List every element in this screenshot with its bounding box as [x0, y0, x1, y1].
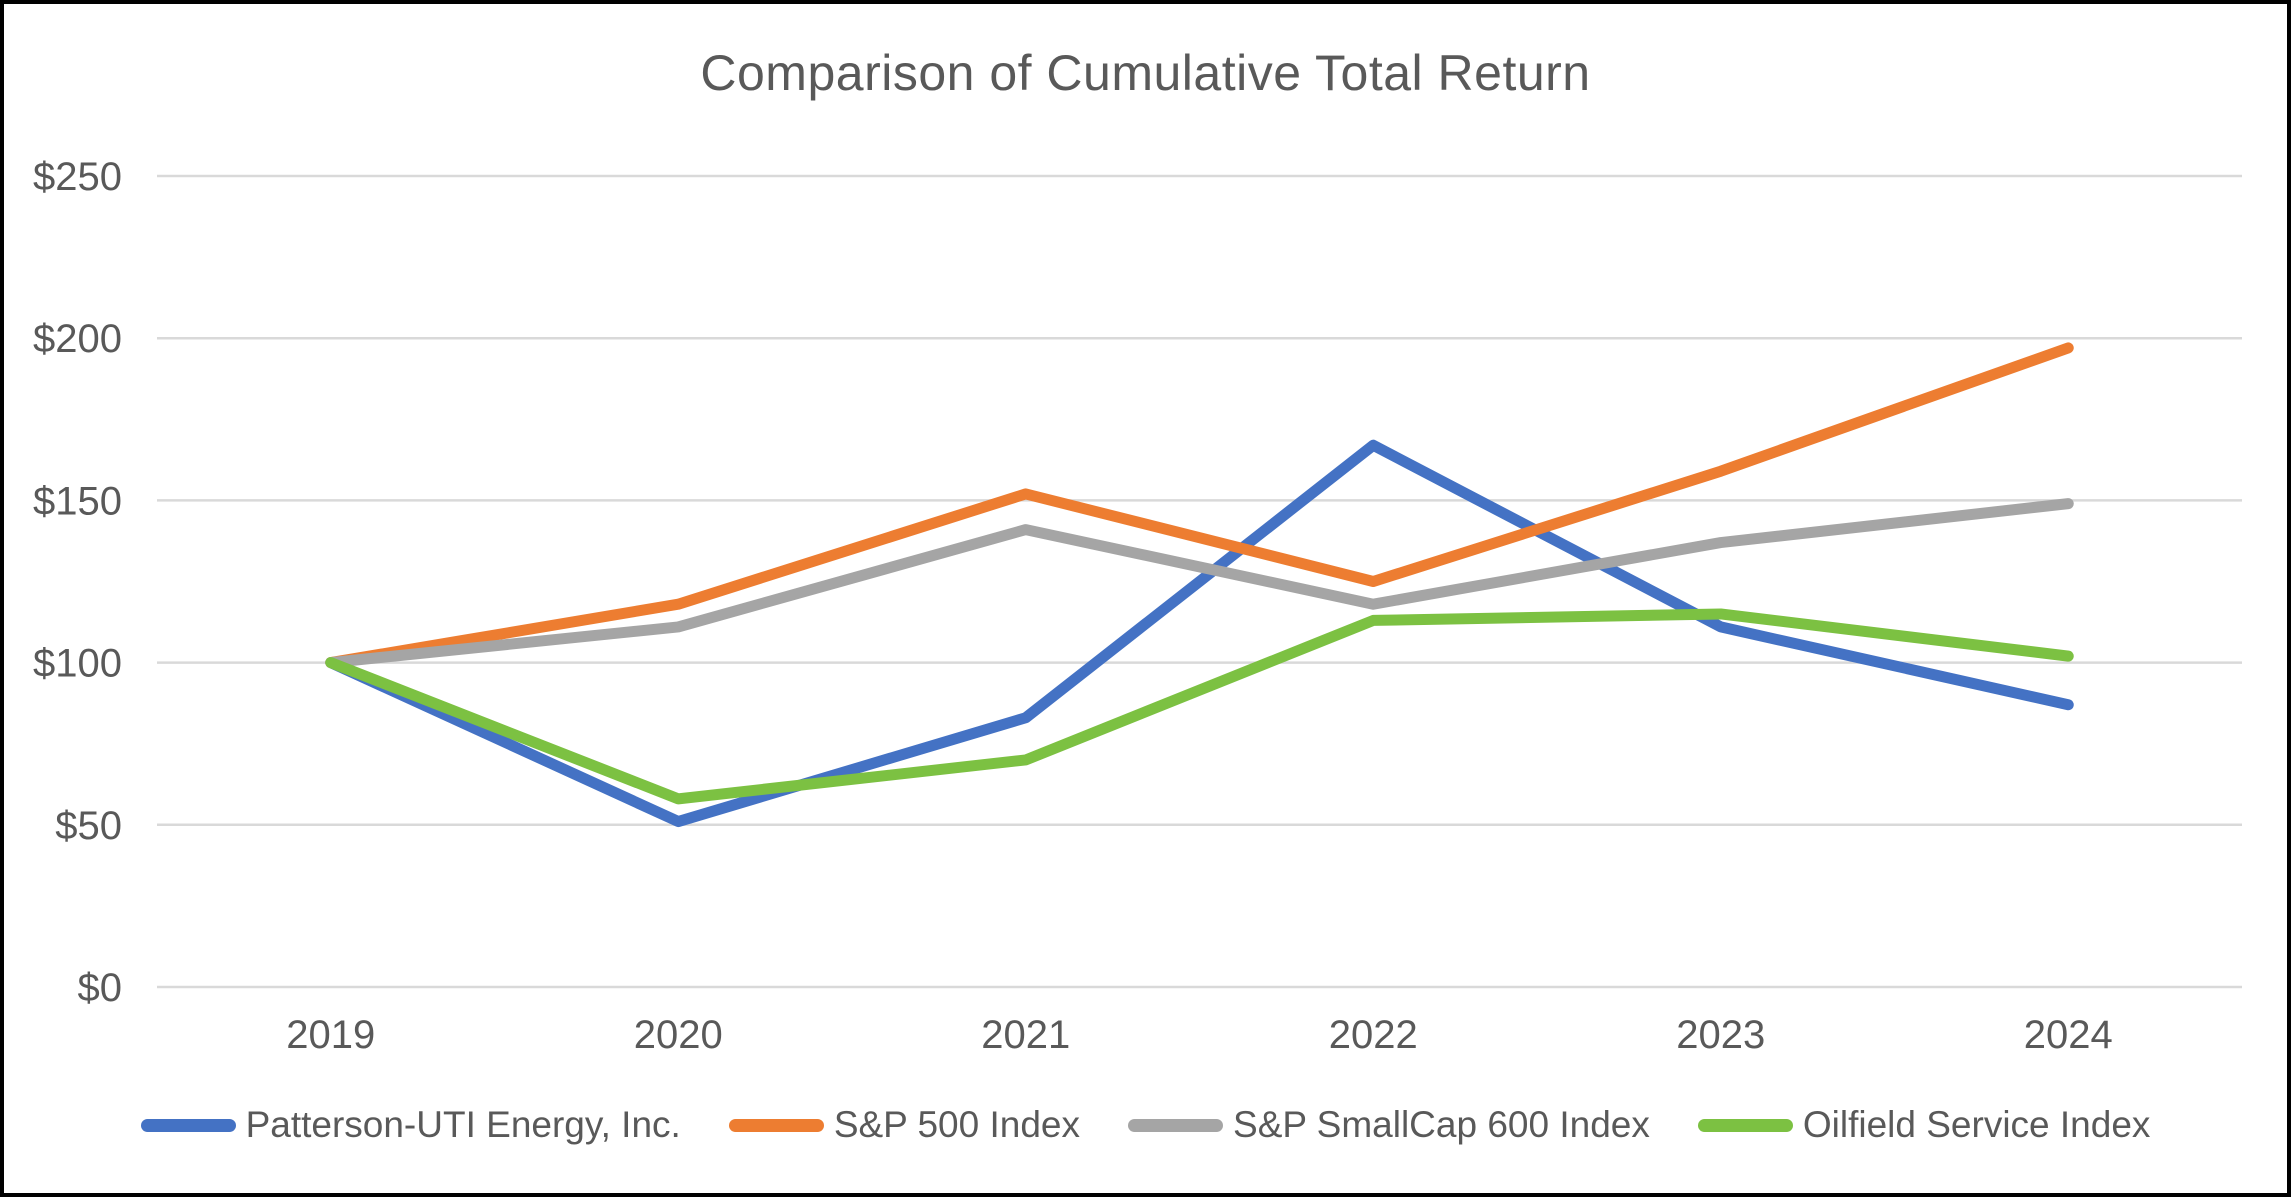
- y-axis-tick-label: $100: [33, 642, 122, 686]
- series-line-4: [325, 608, 2074, 805]
- legend-swatch: [728, 1118, 824, 1132]
- y-axis-tick-label: $0: [78, 966, 123, 1010]
- y-axis-tick-label: $250: [33, 155, 122, 199]
- y-axis-tick-label: $50: [55, 804, 122, 848]
- y-axis-tick-label: $200: [33, 317, 122, 361]
- x-axis-tick-label: 2022: [1329, 1013, 1418, 1057]
- x-axis-tick-label: 2024: [2024, 1013, 2113, 1057]
- x-axis-tick-label: 2023: [1676, 1013, 1765, 1057]
- legend-item: S&P 500 Index: [728, 1104, 1081, 1146]
- y-axis-tick-label: $150: [33, 479, 122, 523]
- chart-title: Comparison of Cumulative Total Return: [700, 45, 1591, 101]
- series-line-1: [325, 439, 2074, 828]
- legend-label: Patterson-UTI Energy, Inc.: [245, 1104, 681, 1145]
- legend-swatch: [1128, 1118, 1224, 1132]
- series-line-3: [325, 498, 2074, 669]
- legend-item: Patterson-UTI Energy, Inc.: [140, 1104, 681, 1146]
- x-axis-tick-label: 2019: [286, 1013, 375, 1057]
- line-chart-plot: $0 $50 $100 $150 $200 $250 2019 2020 2021 2022 202…: [33, 155, 2242, 1057]
- legend-label: Oilfield Service Index: [1802, 1104, 2151, 1145]
- legend-swatch: [140, 1118, 236, 1132]
- legend-item: S&P SmallCap 600 Index: [1128, 1104, 1650, 1146]
- legend-label: S&P SmallCap 600 Index: [1233, 1104, 1650, 1145]
- legend-swatch: [1697, 1118, 1793, 1132]
- x-axis-tick-label: 2021: [981, 1013, 1070, 1057]
- series-line-2: [325, 342, 2074, 669]
- chart-legend: Patterson-UTI Energy, Inc. S&P 500 Index S…: [4, 1104, 2287, 1146]
- x-axis-tick-label: 2020: [634, 1013, 723, 1057]
- legend-label: S&P 500 Index: [833, 1104, 1081, 1145]
- legend-item: Oilfield Service Index: [1697, 1104, 2151, 1146]
